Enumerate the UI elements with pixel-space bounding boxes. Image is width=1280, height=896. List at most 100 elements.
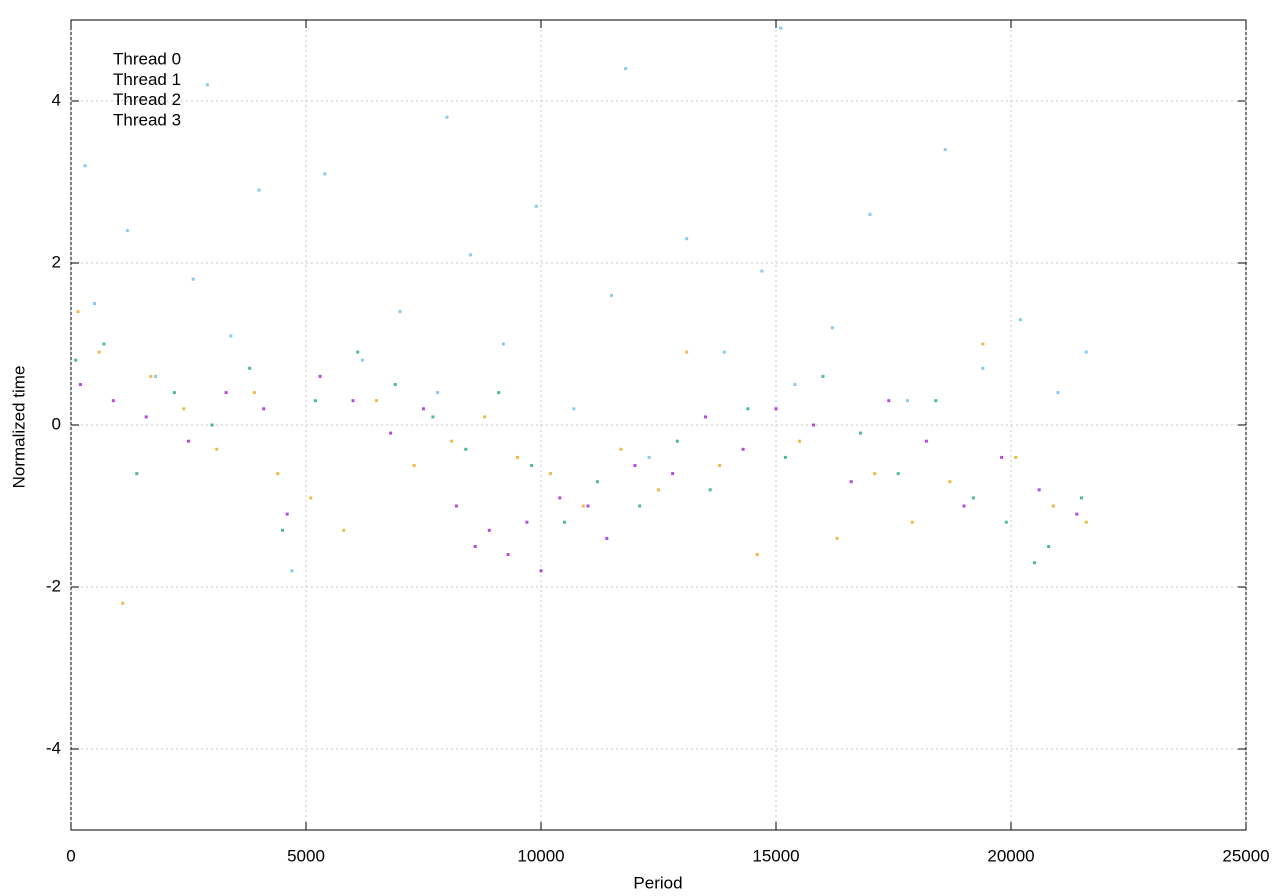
x-axis-label: Period — [633, 873, 682, 892]
point — [558, 496, 562, 500]
point — [793, 383, 797, 386]
point — [910, 520, 914, 524]
point — [595, 480, 599, 484]
point — [125, 229, 129, 233]
point — [501, 342, 505, 346]
y-tick-label: 4 — [52, 90, 61, 109]
point — [356, 350, 360, 354]
point — [318, 374, 322, 378]
point — [290, 569, 294, 573]
point — [581, 504, 585, 508]
point — [981, 342, 985, 346]
point — [948, 480, 952, 484]
point — [487, 528, 491, 532]
point — [74, 358, 78, 362]
point — [93, 302, 96, 305]
point — [473, 545, 477, 548]
point — [906, 399, 910, 403]
point — [1004, 520, 1008, 524]
point — [422, 407, 425, 411]
x-tick-label: 20000 — [987, 846, 1034, 865]
point — [1075, 512, 1079, 516]
point — [671, 472, 675, 476]
point — [454, 504, 458, 508]
point — [605, 536, 609, 540]
point — [741, 447, 745, 451]
point — [704, 415, 707, 419]
point — [746, 407, 750, 411]
series — [83, 26, 1088, 573]
point — [1014, 455, 1018, 459]
series — [74, 342, 1083, 565]
point — [718, 464, 722, 467]
point — [281, 528, 284, 532]
point — [962, 504, 966, 508]
point — [342, 528, 346, 532]
point — [144, 415, 148, 419]
point — [539, 569, 543, 573]
x-tick-label: 5000 — [287, 846, 325, 865]
point — [436, 391, 440, 395]
y-axis-label: Normalized time — [9, 366, 28, 489]
point — [257, 188, 261, 192]
point — [224, 391, 228, 395]
point — [431, 415, 435, 419]
point — [172, 391, 176, 395]
point — [868, 212, 872, 216]
point — [849, 480, 853, 484]
point — [755, 553, 759, 557]
point — [657, 488, 660, 492]
point — [548, 472, 552, 476]
point — [276, 472, 280, 476]
point — [210, 423, 214, 427]
point — [229, 334, 233, 338]
point — [351, 399, 355, 403]
point — [121, 601, 125, 605]
point — [760, 269, 764, 273]
point — [633, 464, 637, 467]
point — [624, 67, 628, 71]
point — [1084, 520, 1088, 524]
point — [412, 464, 416, 467]
point — [497, 391, 501, 395]
legend-label: Thread 0 — [113, 49, 181, 68]
point — [187, 439, 190, 443]
point — [722, 350, 726, 354]
point — [262, 407, 266, 411]
point — [708, 488, 712, 492]
point — [783, 455, 787, 459]
point — [835, 536, 839, 540]
point — [149, 374, 153, 378]
point — [572, 407, 576, 411]
point — [798, 439, 801, 443]
point — [1037, 488, 1041, 492]
point — [360, 358, 364, 362]
point — [675, 439, 679, 443]
point — [530, 464, 534, 467]
point — [1056, 391, 1060, 395]
point — [182, 407, 186, 411]
point — [774, 407, 778, 411]
point — [154, 374, 158, 378]
point — [924, 439, 928, 443]
point — [375, 399, 378, 403]
point — [215, 447, 219, 451]
point — [1000, 455, 1004, 459]
x-tick-label: 25000 — [1222, 846, 1269, 865]
point — [943, 148, 947, 152]
legend-label: Thread 1 — [113, 70, 181, 89]
point — [619, 447, 623, 451]
point — [252, 391, 256, 395]
point — [1047, 545, 1051, 548]
point — [896, 472, 900, 476]
point — [1018, 318, 1022, 322]
point — [76, 310, 80, 314]
point — [248, 366, 252, 370]
point — [1051, 504, 1055, 508]
y-tick-label: -2 — [46, 576, 61, 595]
y-tick-label: 0 — [52, 414, 61, 433]
point — [516, 455, 519, 459]
point — [313, 399, 317, 403]
point — [812, 423, 816, 427]
point — [1080, 496, 1083, 500]
